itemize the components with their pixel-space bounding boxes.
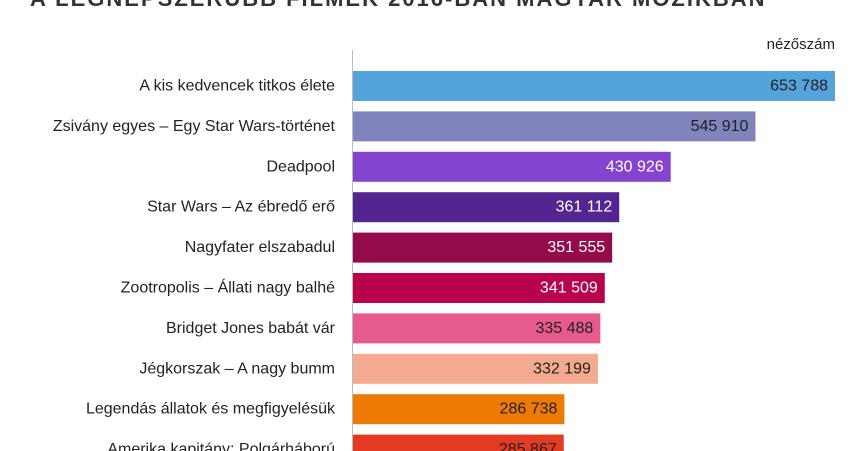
bars-layer: A kis kedvencek titkos élete 653 788 Zsivá… (53, 71, 835, 451)
value-label: 361 112 (556, 199, 613, 216)
bar (353, 151, 671, 182)
value-label: 351 555 (547, 239, 605, 256)
value-axis-unit-label: nézőszám (766, 36, 835, 53)
category-label: A kis kedvencek titkos élete (139, 78, 335, 95)
bar (353, 71, 835, 101)
category-label: Amerika kapitány: Polgárháború (107, 441, 335, 451)
value-label: 332 199 (533, 360, 591, 377)
category-label: Deadpool (267, 158, 336, 175)
category-label: Zsivány egyes – Egy Star Wars-történet (53, 118, 336, 135)
bar (353, 313, 601, 344)
bar (353, 273, 605, 303)
bar (353, 232, 613, 263)
chart-title: A LEGNÉPSZERŰBB FILMEK 2016-BAN MAGYAR M… (30, 0, 767, 12)
value-label: 335 488 (535, 320, 593, 337)
bar (353, 192, 620, 223)
category-label: Nagyfater elszabadul (185, 239, 335, 256)
value-label: 286 738 (500, 401, 558, 418)
bar (353, 111, 756, 142)
category-label: Legendás állatok és megfigyelésük (86, 401, 336, 418)
category-label: Zootropolis – Állati nagy balhé (121, 278, 335, 297)
category-label: Bridget Jones babát vár (166, 320, 336, 337)
category-label: Jégkorszak – A nagy bumm (139, 360, 335, 377)
bar (353, 353, 598, 384)
value-label: 545 910 (691, 118, 749, 135)
bar (353, 394, 565, 425)
value-label: 653 788 (770, 78, 828, 95)
category-label: Star Wars – Az ébredő erő (147, 199, 335, 216)
value-label: 285 867 (499, 441, 557, 451)
bar (353, 434, 564, 451)
value-label: 430 926 (606, 158, 664, 175)
value-label: 341 509 (540, 280, 598, 297)
